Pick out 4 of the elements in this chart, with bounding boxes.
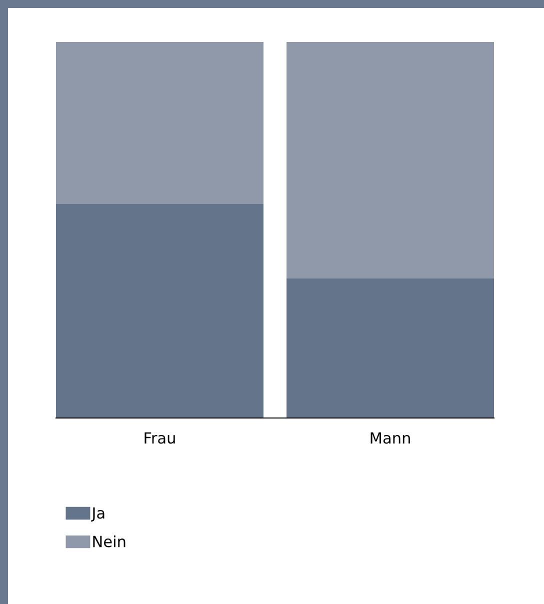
legend-label: Ja — [90, 507, 104, 522]
x-tick-label: Mann — [370, 432, 410, 444]
x-tick-label: Frau — [144, 432, 175, 444]
legend-label: Nein — [93, 535, 126, 548]
